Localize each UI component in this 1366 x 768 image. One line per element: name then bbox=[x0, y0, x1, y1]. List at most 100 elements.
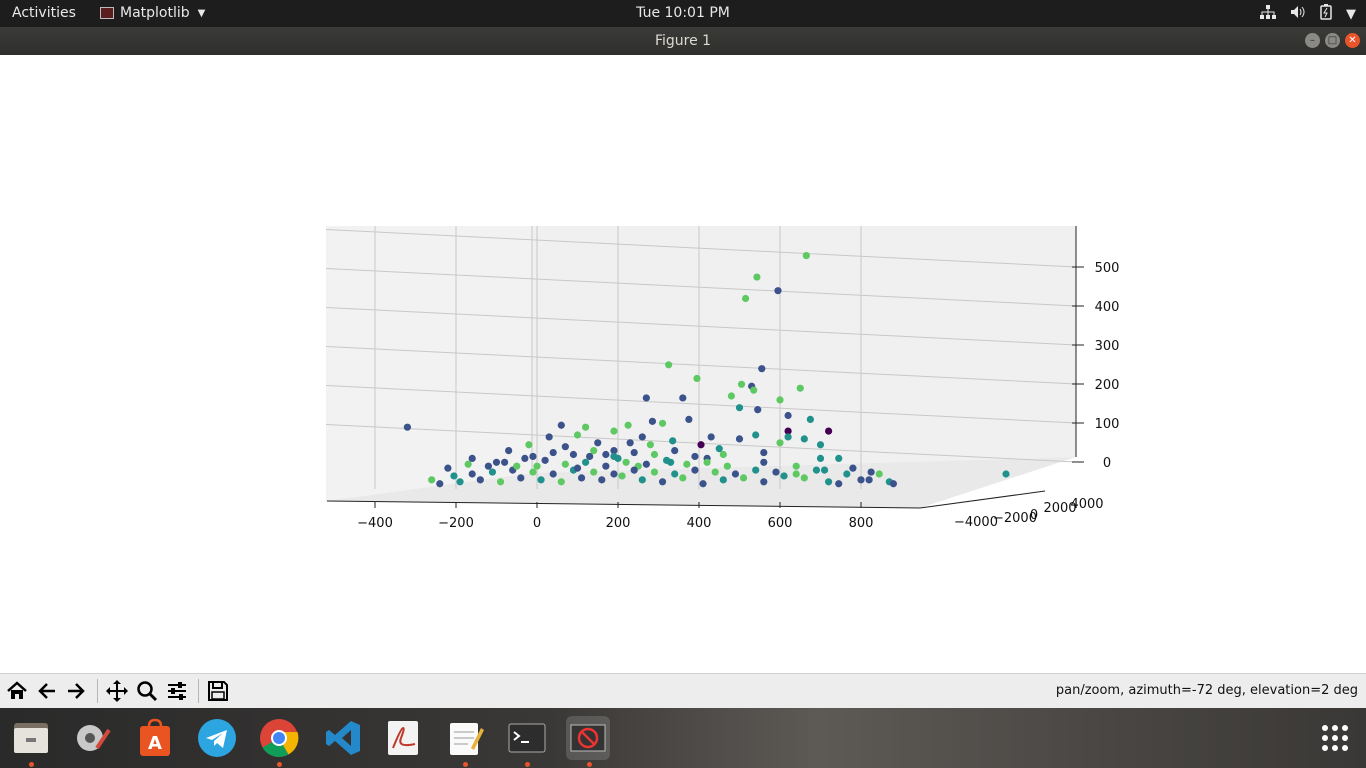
chrome-icon[interactable] bbox=[257, 716, 301, 760]
scatter-point bbox=[557, 478, 565, 486]
volume-icon[interactable] bbox=[1290, 5, 1306, 23]
configure-subplots-button[interactable] bbox=[164, 678, 190, 704]
scatter-point bbox=[468, 470, 476, 478]
z-grid-line bbox=[325, 346, 1077, 385]
scatter-point bbox=[806, 415, 814, 423]
maximize-button[interactable]: □ bbox=[1325, 33, 1340, 48]
scatter-point bbox=[753, 273, 761, 281]
scatter-point bbox=[1002, 470, 1010, 478]
y-tick-label: 0 bbox=[1030, 508, 1038, 523]
scatter-point bbox=[727, 392, 736, 400]
window-titlebar[interactable]: Figure 1 – □ ✕ bbox=[0, 27, 1366, 55]
scatter-point bbox=[650, 450, 659, 459]
scatter-point bbox=[679, 474, 687, 482]
software-center-icon[interactable]: A bbox=[133, 716, 177, 760]
system-settings-icon[interactable] bbox=[71, 716, 115, 760]
files-icon[interactable] bbox=[9, 716, 53, 760]
scatter-point bbox=[541, 456, 549, 464]
scatter-point bbox=[642, 394, 650, 402]
scatter-point bbox=[464, 460, 472, 468]
scatter-point bbox=[867, 468, 875, 476]
dock: A bbox=[0, 708, 1366, 768]
scatter-point bbox=[468, 454, 476, 462]
configure-subplots-icon bbox=[168, 682, 186, 700]
matplotlib-app-icon bbox=[100, 7, 114, 19]
scatter-point bbox=[594, 439, 602, 447]
scatter-point bbox=[618, 472, 626, 480]
scatter-point bbox=[693, 374, 701, 383]
scatter-point bbox=[784, 427, 792, 435]
scatter-point bbox=[496, 478, 505, 486]
scatter-point bbox=[683, 460, 691, 468]
scatter-point bbox=[624, 421, 632, 429]
z-grid-line bbox=[325, 385, 1077, 424]
scatter-point bbox=[691, 466, 699, 474]
scatter-point bbox=[875, 470, 883, 478]
system-tray[interactable]: ▼ bbox=[1260, 4, 1356, 24]
scatter-point bbox=[403, 423, 411, 431]
scatter-point bbox=[663, 456, 671, 464]
scatter-point bbox=[545, 433, 553, 441]
activities-button[interactable]: Activities bbox=[12, 5, 76, 21]
scatter-point bbox=[711, 468, 719, 476]
terminal-icon[interactable] bbox=[505, 716, 549, 760]
x-axis-line bbox=[326, 500, 921, 509]
telegram-icon[interactable] bbox=[195, 716, 239, 760]
x-tick-label: 800 bbox=[849, 516, 874, 531]
scatter-point bbox=[650, 468, 659, 476]
scatter-point bbox=[444, 464, 452, 472]
network-icon[interactable] bbox=[1260, 5, 1276, 23]
scatter-point bbox=[557, 421, 565, 429]
scatter-point bbox=[816, 441, 825, 449]
show-apps-icon[interactable] bbox=[1313, 716, 1357, 760]
figure-canvas[interactable]: −400 −200 0 200 400 600 800 −4000 −2000 0 2000 4000… bbox=[0, 55, 1366, 673]
scatter-point bbox=[780, 472, 788, 480]
system-menu-icon[interactable]: ▼ bbox=[1346, 6, 1356, 22]
minimize-button[interactable]: – bbox=[1305, 33, 1320, 48]
close-button[interactable]: ✕ bbox=[1345, 33, 1360, 48]
scatter-point bbox=[739, 474, 748, 482]
matplotlib-figure-icon[interactable] bbox=[566, 716, 610, 760]
scatter-point bbox=[610, 470, 618, 478]
z-grid-line bbox=[325, 268, 1077, 307]
scatter-point bbox=[590, 468, 598, 476]
scatter-point bbox=[646, 441, 655, 449]
back-icon bbox=[38, 683, 55, 699]
z-tick-label: 400 bbox=[1095, 300, 1120, 315]
scatter-point bbox=[630, 466, 638, 474]
scatter-point bbox=[658, 419, 667, 427]
scatter-point bbox=[671, 470, 679, 478]
window-title: Figure 1 bbox=[654, 33, 712, 49]
forward-button[interactable] bbox=[63, 678, 89, 704]
z-grid-line bbox=[325, 229, 1077, 268]
scatter-point bbox=[792, 462, 800, 470]
app-menu[interactable]: Matplotlib ▼ bbox=[100, 5, 205, 21]
zoom-button[interactable] bbox=[134, 678, 160, 704]
z-tick-label: 300 bbox=[1095, 339, 1120, 354]
home-button[interactable] bbox=[4, 678, 30, 704]
top-bar: Activities Matplotlib ▼ Tue 10:01 PM ▼ bbox=[0, 0, 1366, 27]
scatter-point bbox=[835, 480, 843, 488]
scatter-point bbox=[843, 470, 851, 478]
y-tick-label: 2000 bbox=[1043, 501, 1076, 516]
save-button[interactable] bbox=[205, 678, 231, 704]
y-tick-label: −2000 bbox=[993, 511, 1037, 526]
scatter-point bbox=[476, 476, 484, 484]
text-editor-icon[interactable] bbox=[443, 716, 487, 760]
pan-button[interactable] bbox=[104, 678, 130, 704]
scatter-point bbox=[521, 454, 529, 462]
scatter-point bbox=[450, 472, 458, 480]
z-grid-line bbox=[325, 307, 1077, 346]
back-button[interactable] bbox=[34, 678, 60, 704]
document-viewer-icon[interactable] bbox=[381, 716, 425, 760]
scatter-point bbox=[776, 396, 784, 404]
scatter-point bbox=[697, 441, 705, 449]
scatter-point bbox=[737, 380, 746, 388]
scatter-point bbox=[784, 411, 792, 420]
vscode-icon[interactable] bbox=[321, 716, 365, 760]
scatter-point bbox=[776, 439, 784, 447]
scatter-point bbox=[626, 439, 634, 447]
scatter-point bbox=[723, 462, 731, 470]
battery-icon[interactable] bbox=[1320, 4, 1332, 24]
